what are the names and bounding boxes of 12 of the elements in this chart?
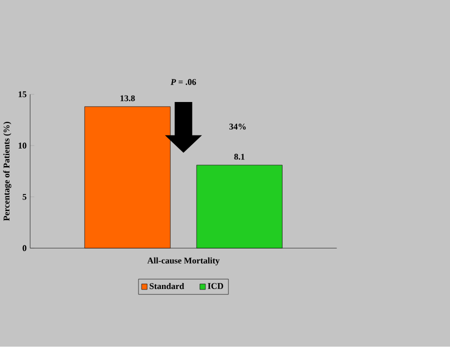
data-label: 13.8 — [120, 96, 135, 102]
text: P = .06 — [170, 79, 196, 86]
x-tick-label: All-cause Mortality — [147, 258, 220, 266]
y-tick-label: 15 — [18, 92, 26, 98]
annotation: 34% — [229, 124, 246, 130]
data-label: 8.1 — [234, 154, 244, 160]
y-tick-label: 10 — [18, 142, 26, 149]
legend-label: ICD — [208, 283, 224, 290]
legend-label: Standard — [150, 283, 184, 290]
y-axis-title: Percentage of Patients (%) — [3, 122, 12, 222]
y-tick-label: 0 — [22, 245, 26, 252]
y-tick-label: 5 — [22, 194, 26, 200]
